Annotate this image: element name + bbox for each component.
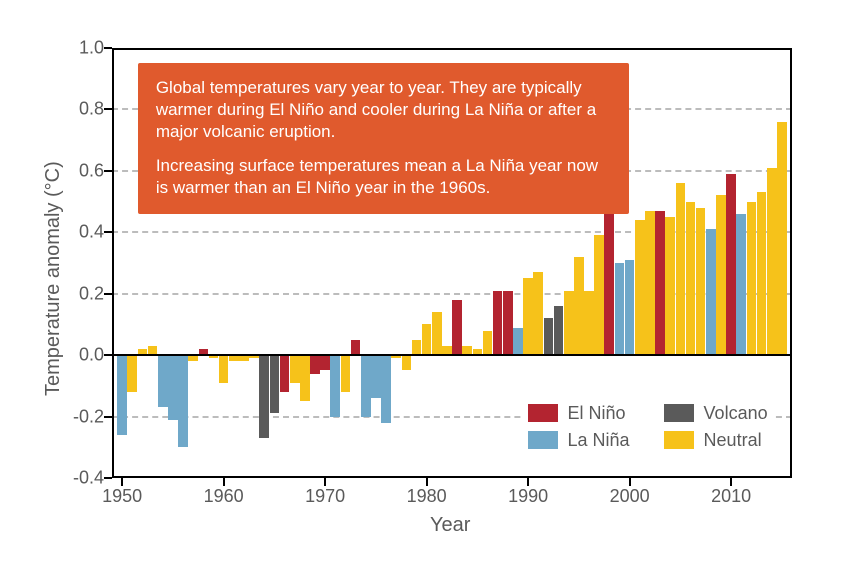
legend-item: La Niña [528,430,630,451]
legend-item: El Niño [528,403,630,424]
legend-label: Neutral [704,430,762,451]
x-tick-mark [223,478,225,486]
bar [544,318,554,355]
bar [726,174,736,355]
bar [533,272,543,355]
bar [554,306,564,355]
legend-swatch [664,404,694,422]
bar [523,278,533,355]
callout-paragraph-1: Global temperatures vary year to year. T… [156,77,612,143]
bar [625,260,635,355]
y-axis-label: Temperature anomaly (°C) [42,162,65,397]
bar [127,355,137,392]
bar [584,291,594,356]
bar [259,355,269,438]
y-tick-mark [104,231,112,233]
bar [381,355,391,423]
bar [767,168,777,355]
callout-box: Global temperatures vary year to year. T… [138,63,630,213]
bar [564,291,574,356]
bar [219,355,229,383]
bar [422,324,432,355]
bar [594,235,604,355]
zero-line [112,354,792,356]
bar [706,229,716,355]
bar [158,355,168,407]
bar [655,211,665,355]
bar [178,355,188,447]
x-tick-mark [730,478,732,486]
legend-swatch [528,431,558,449]
bar [452,300,462,355]
bar [503,291,513,356]
bar [280,355,290,392]
legend-label: Volcano [704,403,768,424]
bar [330,355,340,416]
bar [635,220,645,355]
plot-area: -0.4-0.20.00.20.40.60.81.0 1950196019701… [112,48,792,478]
legend-label: El Niño [568,403,626,424]
bar [483,331,493,356]
legend-swatch [664,431,694,449]
y-tick-mark [104,293,112,295]
bar [716,195,726,355]
y-tick-mark [104,108,112,110]
bar [290,355,300,383]
bar [168,355,178,420]
bar [371,355,381,398]
bar [412,340,422,355]
legend: El Niño Volcano La Niña Neutral [524,397,772,457]
x-tick-mark [121,478,123,486]
bar [320,355,330,370]
legend-item: Volcano [664,403,768,424]
bar [615,263,625,355]
bar [574,257,584,355]
y-tick-mark [104,354,112,356]
x-tick-mark [527,478,529,486]
bar [310,355,320,373]
y-tick-mark [104,47,112,49]
bar [270,355,280,413]
bar [676,183,686,355]
bar [402,355,412,370]
legend-label: La Niña [568,430,630,451]
bar [747,202,757,356]
x-tick-mark [629,478,631,486]
x-tick-mark [324,478,326,486]
bar [432,312,442,355]
bar [361,355,371,416]
bar [513,328,523,356]
legend-item: Neutral [664,430,768,451]
bar [777,122,787,355]
callout-paragraph-2: Increasing surface temperatures mean a L… [156,155,612,199]
bar [493,291,503,356]
bar [696,208,706,355]
y-tick-mark [104,416,112,418]
x-axis-label: Year [430,514,470,537]
bar [757,192,767,355]
bar [604,192,614,355]
bar [736,214,746,355]
legend-swatch [528,404,558,422]
x-tick-mark [426,478,428,486]
y-tick-mark [104,170,112,172]
bar [665,217,675,355]
bar [300,355,310,401]
bar [117,355,127,435]
bar [341,355,351,392]
bar [645,211,655,355]
bar [686,202,696,356]
bar [351,340,361,355]
